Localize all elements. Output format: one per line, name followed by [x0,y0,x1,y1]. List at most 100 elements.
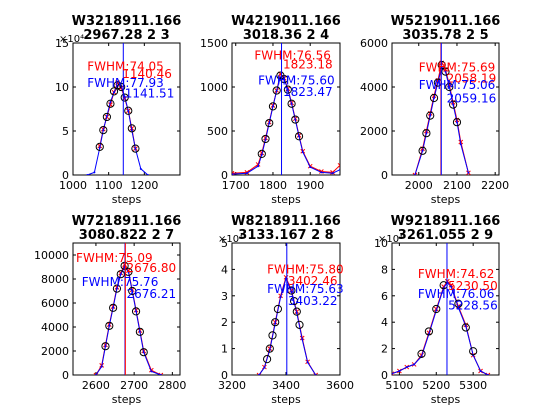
y-tick-label: 4000 [41,321,69,334]
series-point-blue [309,166,312,169]
series-point-blue [452,103,455,106]
fit-point-circle [109,303,118,312]
x-tick-label: 1000 [59,179,87,192]
fit-point-circle [116,270,125,279]
fit-point-circle [102,112,111,122]
series-point-blue [331,172,334,175]
fit-point-circle [429,93,439,103]
series-point-blue [109,100,112,103]
x-tick-label: 2000 [405,179,433,192]
series-point-blue [130,129,133,132]
annotation-label: FWHM:75.60 [258,73,335,87]
fit-point-circle [117,82,126,92]
series-point-blue [301,338,304,341]
y-tick-label: 8000 [41,273,69,286]
series-point-blue [339,168,340,171]
fit-point-circle [273,304,282,314]
annotation-label: FWHM:75.63 [267,282,344,296]
x-tick-label: 5200 [422,379,450,392]
fit-point-circle [454,299,463,308]
series-point-blue [413,174,416,175]
fit-point-circle [280,74,289,84]
annotation-label: 1141.51 [125,87,175,101]
x-tick-label: 3600 [326,379,354,392]
series-point-red [448,282,454,288]
annotation-label: FWHM:75.76 [82,275,159,289]
series-point-red [392,371,395,375]
fit-point-circle [271,318,280,327]
x-axis-label: steps [112,393,142,406]
annotation-label: FWHM:74.05 [87,59,164,73]
annotation-label: 2676.80 [127,261,177,275]
series-point-blue [301,151,304,154]
series-point-blue [421,149,424,152]
series-point-blue [100,365,103,368]
fit-point-circle [432,304,441,314]
chart-subtitle: 2967.28 2 3 [83,28,169,43]
series-point-blue [146,174,149,175]
fit-point-circle [283,85,292,94]
series-point-blue [131,290,134,292]
chart-subtitle: 3261.055 2 9 [398,228,493,243]
y-tick-label: 3 [221,290,228,303]
series-point-blue [392,372,393,375]
series-point-blue [450,285,453,288]
series-point-blue [134,147,137,150]
series-point-blue [105,115,108,118]
chart-title: W5219011.166 [391,14,501,29]
x-tick-label: 1100 [95,179,123,192]
x-tick-label: 3200 [218,379,246,392]
series-point-blue [135,310,138,313]
fit-point-circle [294,132,304,141]
fit-point-circle [131,307,141,316]
fit-point-circle [268,331,277,340]
series-point-blue [290,102,293,105]
fit-point-circle [257,149,266,158]
axes-box [72,242,181,376]
axes-box [231,42,341,176]
fit-point-circle [265,344,274,353]
chart-title: W3218911.166 [72,14,182,29]
series-point-blue [435,309,438,312]
y-tick-label: 1500 [200,37,228,50]
series-point-red [232,170,235,175]
fit-point-circle [287,286,296,295]
series-point-blue [127,109,130,112]
chart-subtitle: 3018.36 2 4 [243,28,329,43]
series-point-blue [258,374,260,375]
y-tick-label: 4 [381,316,388,329]
x-tick-label: 1200 [130,179,158,192]
annotation-label: 1823.18 [283,58,333,72]
y-multiplier-label: ×10⁴ [378,234,403,245]
annotation-label: 2058.19 [447,72,497,86]
series-point-blue [232,173,233,175]
series-point-blue [425,132,428,135]
fit-point-circle [99,126,108,135]
y-multiplier-label: ×10⁴ [59,34,84,45]
series-point-blue [467,171,470,174]
series-point-blue [314,374,317,375]
series-line-blue [87,83,149,175]
axes-box [391,242,500,376]
annotation-label: 3403.22 [288,294,338,308]
x-axis-label: steps [431,193,461,206]
fit-point-circle [135,327,144,336]
series-point-blue [436,81,439,84]
series-point-blue [86,174,89,175]
series-point-blue [286,88,289,91]
x-tick-label: 1800 [259,179,287,192]
fit-point-circle [124,106,133,115]
fit-point-circle [95,142,104,151]
x-tick-label: 2700 [120,379,148,392]
series-point-blue [320,171,323,174]
fit-point-circle [422,129,431,138]
series-point-blue [486,374,489,375]
y-tick-label: 6000 [360,37,388,50]
y-tick-label: 0 [381,369,388,382]
series-point-blue [429,114,432,117]
series-point-blue [464,325,467,328]
series-point-blue [306,361,309,364]
